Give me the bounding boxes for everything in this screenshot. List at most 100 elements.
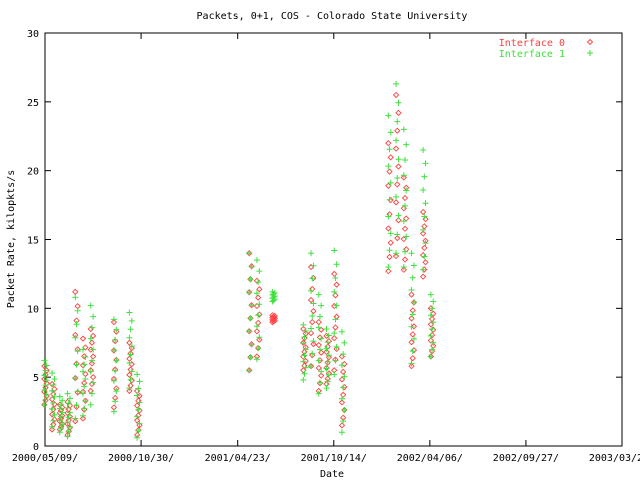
data-point <box>392 91 400 99</box>
data-point <box>56 429 63 436</box>
data-point <box>126 334 133 341</box>
data-point <box>310 262 317 269</box>
data-point <box>90 313 97 320</box>
data-point <box>110 377 117 384</box>
data-point <box>90 379 97 386</box>
data-point <box>421 173 428 180</box>
data-point <box>90 346 97 353</box>
legend-label-interface-1: Interface 1 <box>499 49 565 60</box>
data-point <box>316 313 323 320</box>
data-point <box>400 235 407 243</box>
data-point <box>408 323 415 330</box>
y-tick-label: 15 <box>27 236 39 247</box>
data-point <box>41 401 48 408</box>
data-point <box>316 346 323 353</box>
data-point <box>49 405 56 412</box>
data-point <box>402 248 409 255</box>
data-point <box>302 330 309 337</box>
data-point <box>89 332 97 340</box>
data-point <box>386 146 393 153</box>
legend: Interface 0 Interface 1 <box>499 38 594 60</box>
data-point <box>385 213 392 220</box>
data-point <box>56 417 63 424</box>
data-point <box>316 379 323 386</box>
data-point <box>73 361 80 368</box>
x-tick-label: 2000/10/30/ <box>108 453 174 464</box>
data-point <box>400 126 407 133</box>
data-point <box>248 263 255 270</box>
data-point <box>128 317 135 324</box>
data-point <box>88 360 96 367</box>
data-point <box>333 343 340 350</box>
data-point <box>420 186 427 193</box>
data-point <box>88 324 95 331</box>
data-point <box>402 202 409 209</box>
data-point <box>338 395 345 402</box>
data-point <box>134 434 141 441</box>
data-point <box>253 257 260 264</box>
data-point <box>400 174 407 181</box>
data-point <box>56 405 63 412</box>
data-point <box>409 355 416 362</box>
data-point <box>41 387 48 394</box>
axes: 0 5 10 15 20 25 30 2000/05/09/2000/10/30/2001/0… <box>12 29 640 464</box>
data-point <box>400 266 407 273</box>
data-point <box>136 378 143 385</box>
y-tick-label: 5 <box>33 373 39 384</box>
data-point <box>88 339 96 346</box>
data-point <box>331 335 338 342</box>
data-point <box>323 348 330 356</box>
data-marks <box>41 80 437 441</box>
data-point <box>300 376 307 383</box>
data-point <box>301 352 308 359</box>
data-point <box>113 328 120 335</box>
data-point <box>127 326 134 333</box>
data-point <box>112 367 119 374</box>
data-point <box>127 376 134 383</box>
data-point <box>430 339 437 346</box>
data-point <box>338 429 345 436</box>
data-point <box>89 374 97 381</box>
data-point <box>386 196 393 203</box>
data-point <box>393 137 400 144</box>
x-tick-label: 2002/09/27/ <box>493 453 559 464</box>
data-point <box>386 168 393 175</box>
legend-marker-interface-0 <box>586 38 594 46</box>
data-point <box>43 391 50 398</box>
data-point <box>338 399 346 406</box>
data-point <box>408 360 415 367</box>
data-point <box>302 327 309 334</box>
data-point <box>42 382 49 389</box>
data-point <box>394 234 401 242</box>
data-point <box>340 384 347 391</box>
data-point <box>403 187 410 194</box>
data-point <box>51 385 58 393</box>
data-point <box>309 275 316 282</box>
data-point <box>73 402 80 409</box>
data-point <box>400 218 407 225</box>
data-point <box>41 388 48 395</box>
data-point <box>59 397 66 404</box>
data-point <box>73 321 80 328</box>
data-point <box>393 193 400 200</box>
data-point <box>409 331 416 338</box>
data-point <box>421 213 428 220</box>
data-point <box>395 109 402 116</box>
data-point <box>302 346 309 353</box>
data-point <box>420 266 427 273</box>
data-point <box>429 305 436 312</box>
data-point <box>300 325 307 333</box>
data-point <box>332 357 339 364</box>
data-point <box>403 233 410 240</box>
data-point <box>333 261 340 268</box>
data-point <box>80 368 87 375</box>
data-point <box>50 417 57 424</box>
data-point <box>80 346 87 353</box>
data-point <box>386 211 393 218</box>
data-point <box>256 301 263 308</box>
data-point <box>395 163 402 170</box>
data-point <box>419 230 427 237</box>
x-tick-label: 2001/10/14/ <box>301 453 367 464</box>
data-point <box>333 345 340 353</box>
data-point <box>73 403 80 410</box>
